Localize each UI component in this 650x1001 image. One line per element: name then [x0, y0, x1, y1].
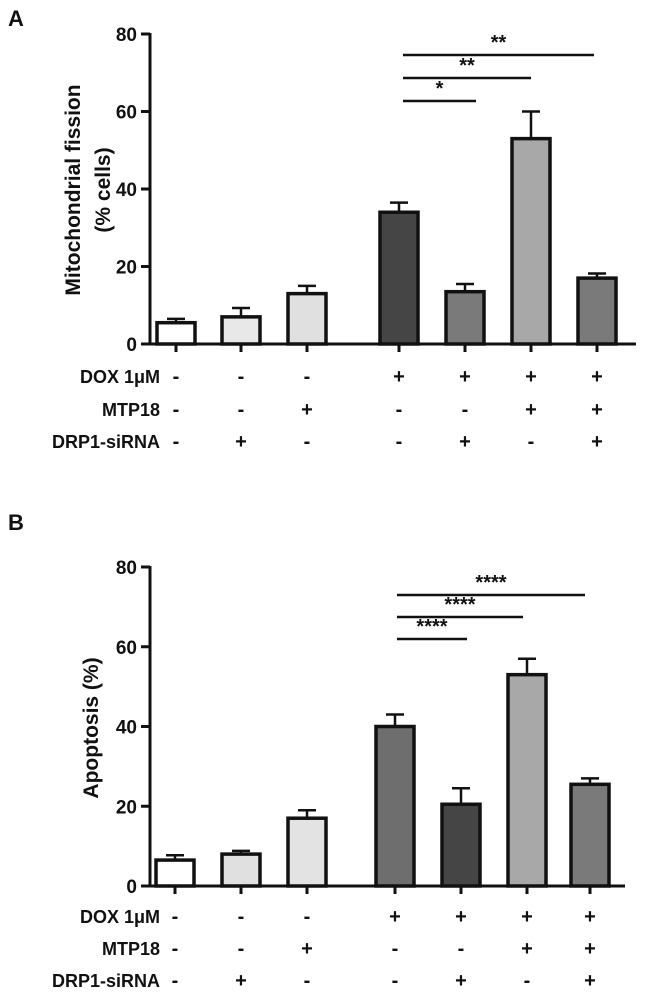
condition-sign: + — [591, 399, 603, 421]
bar — [440, 802, 482, 888]
condition-label: DRP1-siRNA — [52, 971, 160, 991]
significance-label: ** — [459, 55, 475, 77]
condition-sign: - — [304, 366, 311, 388]
y-tick-label: 40 — [116, 718, 137, 739]
significance-label: ** — [491, 32, 507, 54]
bar — [220, 852, 262, 888]
bar — [510, 136, 552, 346]
bar — [444, 289, 486, 346]
condition-sign: + — [525, 366, 537, 388]
condition-sign: - — [173, 431, 180, 453]
condition-sign: - — [392, 970, 399, 992]
condition-label: DOX 1μM — [80, 907, 160, 927]
bar — [569, 782, 611, 888]
bar — [286, 816, 328, 888]
condition-sign: - — [396, 431, 403, 453]
condition-sign: + — [235, 431, 247, 453]
condition-sign: + — [459, 431, 471, 453]
condition-sign: - — [304, 906, 311, 928]
condition-sign: + — [301, 399, 313, 421]
y-axis-title: Mitochondrial fission — [62, 84, 85, 295]
condition-sign: - — [238, 938, 245, 960]
condition-sign: + — [521, 906, 533, 928]
condition-sign: - — [172, 906, 179, 928]
bar — [154, 858, 196, 888]
y-tick-label: 20 — [116, 258, 137, 279]
y-tick-label: 20 — [116, 797, 137, 818]
bar — [155, 320, 197, 346]
y-axis-title: Apoptosis (%) — [80, 657, 103, 798]
condition-sign: - — [173, 366, 180, 388]
condition-sign: - — [238, 366, 245, 388]
condition-sign: - — [172, 970, 179, 992]
condition-sign: - — [172, 938, 179, 960]
condition-label: MTP18 — [102, 400, 160, 420]
significance-label: **** — [444, 594, 475, 616]
condition-sign: + — [301, 938, 313, 960]
significance-label: **** — [475, 572, 506, 594]
condition-sign: + — [389, 906, 401, 928]
condition-sign: + — [525, 399, 537, 421]
condition-sign: + — [455, 970, 467, 992]
significance-label: * — [436, 78, 444, 100]
y-tick-label: 40 — [116, 180, 137, 201]
condition-sign: + — [521, 938, 533, 960]
bar — [374, 724, 416, 888]
bar — [286, 291, 328, 346]
condition-sign: + — [455, 906, 467, 928]
significance-label: **** — [416, 616, 447, 638]
condition-sign: + — [584, 970, 596, 992]
condition-sign: - — [528, 431, 535, 453]
condition-sign: + — [584, 906, 596, 928]
condition-sign: + — [235, 970, 247, 992]
y-tick-label: 80 — [116, 558, 137, 579]
condition-sign: + — [393, 366, 405, 388]
y-tick-label: 60 — [116, 638, 137, 659]
condition-sign: + — [584, 938, 596, 960]
bar — [506, 672, 548, 888]
panel-letter: B — [8, 510, 24, 535]
bar — [378, 210, 420, 346]
condition-sign: + — [459, 366, 471, 388]
y-axis-title: (% cells) — [92, 147, 115, 232]
condition-sign: - — [458, 938, 465, 960]
condition-sign: - — [304, 431, 311, 453]
y-tick-label: 80 — [116, 25, 137, 46]
chart-panel-a: A Mitochondrial fission (% cells) 0 20 40 60 80… — [8, 6, 636, 453]
condition-sign: - — [524, 970, 531, 992]
y-tick-label: 0 — [126, 335, 137, 356]
y-tick-label: 0 — [126, 877, 137, 898]
condition-sign: + — [591, 366, 603, 388]
condition-sign: - — [462, 399, 469, 421]
condition-sign: - — [396, 399, 403, 421]
panel-letter: A — [8, 6, 24, 31]
condition-sign: + — [591, 431, 603, 453]
condition-sign: - — [304, 970, 311, 992]
condition-label: MTP18 — [102, 939, 160, 959]
bar — [220, 315, 262, 346]
condition-label: DOX 1μM — [80, 367, 160, 387]
condition-sign: - — [238, 399, 245, 421]
bar — [576, 276, 618, 346]
condition-sign: - — [238, 906, 245, 928]
condition-sign: - — [392, 938, 399, 960]
y-tick-label: 60 — [116, 103, 137, 124]
condition-label: DRP1-siRNA — [52, 432, 160, 452]
condition-sign: - — [173, 399, 180, 421]
